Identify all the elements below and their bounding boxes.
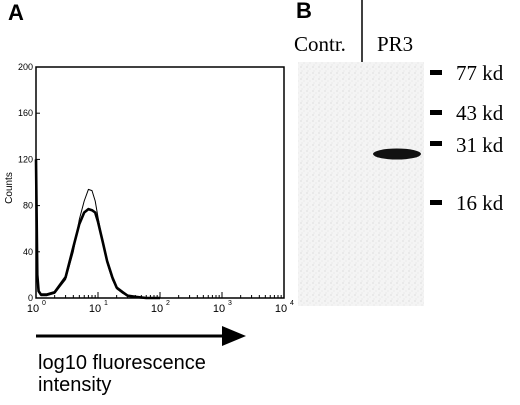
lane-label-control: Contr. bbox=[294, 32, 346, 56]
marker-tick-16 bbox=[430, 200, 442, 205]
marker-label-16kd: 16 kd bbox=[456, 191, 504, 215]
x-tick-exponent: 2 bbox=[166, 300, 170, 307]
x-tick-label: 10 bbox=[27, 303, 39, 315]
y-tick-label: 0 bbox=[28, 293, 33, 303]
x-axis-title: log10 fluorescence intensity bbox=[38, 352, 206, 396]
pr3-band bbox=[373, 148, 421, 160]
x-tick-label: 10 bbox=[213, 303, 225, 315]
marker-label-31kd: 31 kd bbox=[456, 133, 504, 157]
x-tick-exponent: 3 bbox=[228, 300, 232, 307]
y-tick-label: 80 bbox=[23, 201, 33, 211]
marker-tick-43 bbox=[430, 110, 442, 115]
x-tick-exponent: 4 bbox=[290, 300, 294, 307]
x-tick-label: 10 bbox=[275, 303, 287, 315]
panel-b-letter: B bbox=[296, 0, 312, 23]
y-tick-label: 200 bbox=[18, 62, 33, 72]
lane-label-pr3: PR3 bbox=[377, 32, 414, 56]
histogram-series-thick bbox=[34, 159, 160, 300]
x-tick-label: 10 bbox=[89, 303, 101, 315]
marker-label-43kd: 43 kd bbox=[456, 101, 504, 125]
marker-label-77kd: 77 kd bbox=[456, 61, 504, 85]
x-tick-label: 10 bbox=[151, 303, 163, 315]
y-axis-title: Counts bbox=[4, 172, 15, 204]
y-tick-label: 40 bbox=[23, 247, 33, 257]
x-tick-exponent: 0 bbox=[42, 300, 46, 307]
marker-tick-31 bbox=[430, 141, 442, 146]
x-tick-exponent: 1 bbox=[104, 300, 108, 307]
marker-tick-77 bbox=[430, 70, 442, 75]
y-tick-label: 160 bbox=[18, 108, 33, 118]
blot-membrane bbox=[298, 62, 424, 306]
panel-a-letter: A bbox=[8, 0, 24, 25]
y-tick-label: 120 bbox=[18, 154, 33, 164]
